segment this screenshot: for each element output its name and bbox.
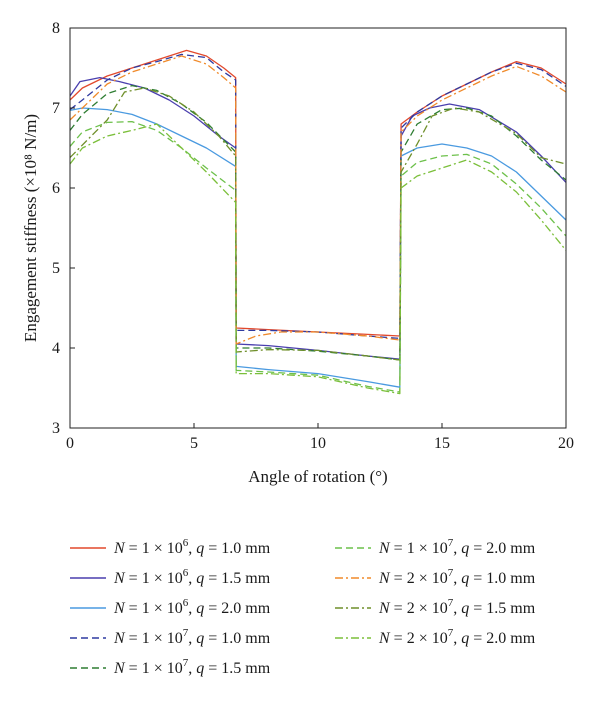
legend-label: N = 1 × 107, q = 1.5 mm <box>113 657 271 677</box>
x-tick-label: 0 <box>66 435 74 452</box>
x-axis-label: Angle of rotation (°) <box>248 467 387 486</box>
legend-item: N = 1 × 107, q = 1.5 mm <box>70 657 271 677</box>
series-line-2 <box>69 76 567 360</box>
series-line-8 <box>69 87 567 361</box>
legend-label: N = 2 × 107, q = 1.0 mm <box>378 567 536 587</box>
x-tick-label: 15 <box>434 435 450 452</box>
series-line-6 <box>69 120 567 393</box>
y-tick-label: 3 <box>52 420 60 437</box>
y-axis-label: Engagement stiffness (×10⁸ N/m) <box>21 114 40 342</box>
series-line-1 <box>69 49 567 337</box>
series-line-4 <box>69 53 567 340</box>
legend-label: N = 1 × 107, q = 1.0 mm <box>113 627 271 647</box>
x-tick-label: 10 <box>310 435 326 452</box>
y-tick-label: 4 <box>52 340 60 357</box>
legend-label: N = 1 × 106, q = 1.5 mm <box>113 567 271 587</box>
y-tick-label: 5 <box>52 260 60 277</box>
series-lines <box>69 49 567 395</box>
tick-marks: 0 5 10 15 20 3 4 5 6 7 8 <box>52 20 574 452</box>
legend-item: N = 1 × 107, q = 2.0 mm <box>335 537 536 557</box>
legend-item: N = 2 × 107, q = 1.0 mm <box>335 567 536 587</box>
series-line-7 <box>69 55 567 345</box>
legend-item: N = 1 × 106, q = 2.0 mm <box>70 597 271 617</box>
series-line-9 <box>69 123 567 395</box>
legend-item: N = 1 × 106, q = 1.0 mm <box>70 537 271 557</box>
y-tick-label: 7 <box>52 100 60 117</box>
legend-label: N = 1 × 106, q = 1.0 mm <box>113 537 271 557</box>
legend-label: N = 2 × 107, q = 2.0 mm <box>378 627 536 647</box>
y-tick-label: 6 <box>52 180 60 197</box>
series-line-3 <box>69 107 567 388</box>
legend-item: N = 2 × 107, q = 1.5 mm <box>335 597 536 617</box>
legend-item: N = 1 × 106, q = 1.5 mm <box>70 567 271 587</box>
legend-item: N = 1 × 107, q = 1.0 mm <box>70 627 271 647</box>
x-tick-label: 20 <box>558 435 574 452</box>
y-tick-label: 8 <box>52 20 60 37</box>
legend-item: N = 2 × 107, q = 2.0 mm <box>335 627 536 647</box>
legend-label: N = 1 × 107, q = 2.0 mm <box>378 537 536 557</box>
legend-label: N = 2 × 107, q = 1.5 mm <box>378 597 536 617</box>
x-tick-label: 5 <box>190 435 198 452</box>
legend: N = 1 × 106, q = 1.0 mm N = 1 × 106, q = … <box>70 537 536 677</box>
legend-label: N = 1 × 106, q = 2.0 mm <box>113 597 271 617</box>
